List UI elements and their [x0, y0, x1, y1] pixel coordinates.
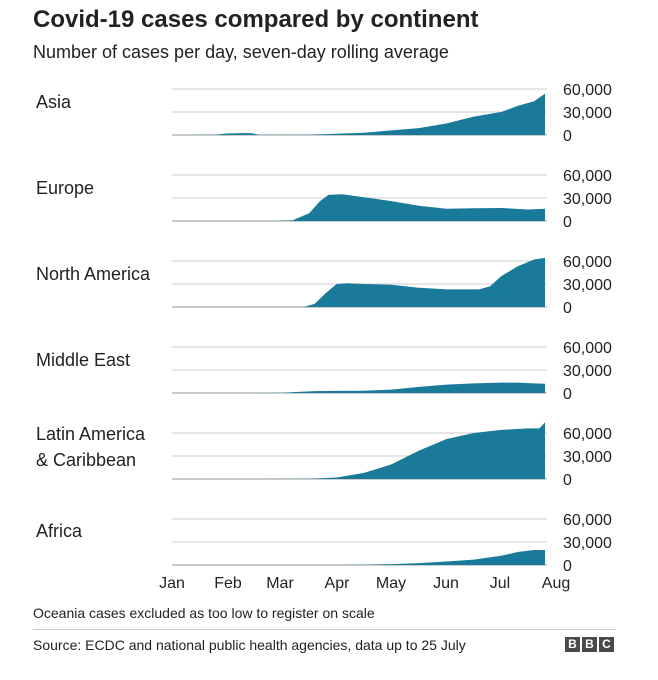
y-tick-label: 60,000 [563, 254, 612, 271]
footer-divider [33, 629, 616, 630]
x-tick-label: Apr [325, 575, 351, 592]
small-multiples-chart: 60,000 30,000 0 Asia 60,000 30,000 0 Europe 60,0… [36, 82, 612, 592]
y-tick-label: 30,000 [563, 363, 612, 380]
area-series-middle-east [172, 382, 545, 393]
y-tick-label: 0 [563, 558, 572, 575]
area-series-africa [172, 550, 545, 565]
region-label: & Caribbean [36, 450, 136, 470]
area-series-asia [172, 91, 545, 135]
region-label: Europe [36, 178, 94, 198]
y-tick-label: 60,000 [563, 340, 612, 357]
y-tick-label: 60,000 [563, 82, 612, 99]
y-tick-label: 0 [563, 472, 572, 489]
region-label: Middle East [36, 350, 130, 370]
region-label: Latin America [36, 424, 146, 444]
x-tick-label: Jun [433, 575, 459, 592]
y-tick-label: 0 [563, 214, 572, 231]
x-tick-label: May [376, 575, 406, 592]
region-label: Asia [36, 92, 72, 112]
y-tick-label: 60,000 [563, 168, 612, 185]
area-series-north-america [172, 257, 545, 307]
source-note: Source: ECDC and national public health … [33, 637, 466, 653]
chart-subtitle: Number of cases per day, seven-day rolli… [33, 42, 449, 62]
region-label: Africa [36, 521, 83, 541]
y-tick-label: 30,000 [563, 449, 612, 466]
logo-letter-b2: B [582, 637, 597, 652]
y-tick-label: 30,000 [563, 191, 612, 208]
y-tick-label: 0 [563, 300, 572, 317]
x-tick-label: Jul [490, 575, 510, 592]
region-label: North America [36, 264, 151, 284]
y-tick-label: 30,000 [563, 535, 612, 552]
y-tick-label: 30,000 [563, 277, 612, 294]
y-tick-label: 30,000 [563, 105, 612, 122]
y-tick-label: 60,000 [563, 512, 612, 529]
area-series-latin-america-caribbean [172, 420, 545, 479]
logo-letter-b1: B [565, 637, 580, 652]
bbc-logo: B B C [565, 637, 614, 652]
y-tick-label: 0 [563, 386, 572, 403]
footnote: Oceania cases excluded as too low to reg… [33, 605, 375, 621]
x-tick-label: Aug [542, 575, 570, 592]
logo-letter-c: C [599, 637, 614, 652]
y-tick-label: 60,000 [563, 426, 612, 443]
x-tick-label: Jan [159, 575, 185, 592]
x-tick-label: Mar [266, 575, 294, 592]
chart-title: Covid-19 cases compared by continent [33, 6, 479, 33]
x-tick-label: Feb [214, 575, 242, 592]
y-tick-label: 0 [563, 128, 572, 145]
area-series-europe [172, 194, 545, 221]
